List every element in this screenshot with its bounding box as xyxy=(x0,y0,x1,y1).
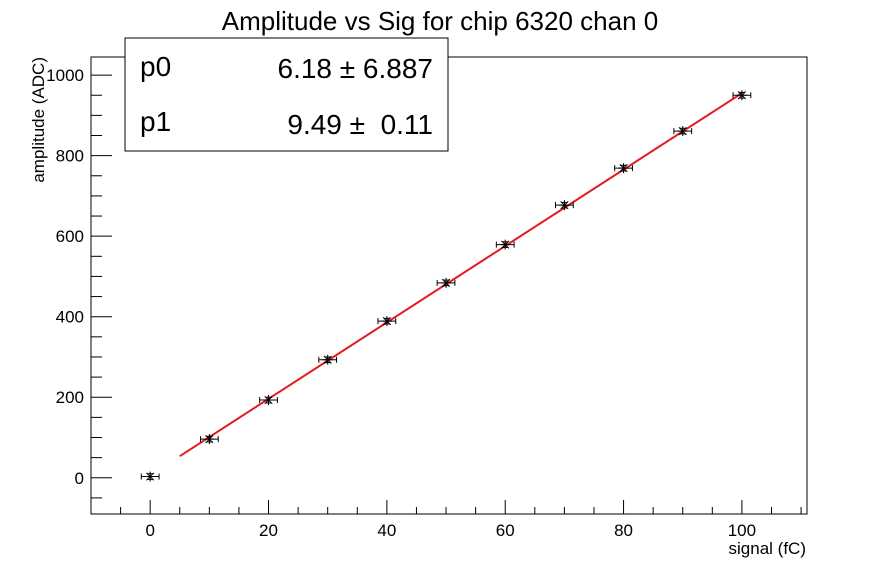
chart-title: Amplitude vs Sig for chip 6320 chan 0 xyxy=(222,6,658,36)
y-axis-tick-labels: 0 200 400 600 800 1000 xyxy=(46,66,84,488)
x-axis-tick-labels: 0 20 40 60 80 100 xyxy=(145,521,756,540)
x-tick-label: 0 xyxy=(145,521,154,540)
data-point xyxy=(140,471,160,482)
data-point xyxy=(377,316,397,327)
x-axis-title: signal (fC) xyxy=(729,539,806,558)
fit-stats-box: p0 6.18 ± 6.887 p1 9.49 ± 0.11 xyxy=(124,37,449,152)
data-point xyxy=(259,395,278,406)
stats-box-frame xyxy=(124,37,449,152)
data-point xyxy=(436,277,456,288)
y-tick-label: 800 xyxy=(56,147,84,166)
stat-p1-name: p1 xyxy=(140,106,171,137)
y-tick-label: 400 xyxy=(56,308,84,327)
data-point xyxy=(199,434,219,445)
fit-line-layer xyxy=(179,92,743,458)
x-axis-ticks xyxy=(90,500,802,514)
y-tick-label: 1000 xyxy=(46,66,84,85)
x-tick-label: 100 xyxy=(728,521,756,540)
data-point xyxy=(555,200,574,211)
data-point xyxy=(732,90,752,101)
fit-line xyxy=(179,92,743,458)
data-point xyxy=(495,239,515,250)
data-point xyxy=(318,354,338,365)
y-tick-label: 0 xyxy=(75,469,84,488)
stat-p0-name: p0 xyxy=(140,51,171,82)
x-tick-label: 60 xyxy=(496,521,515,540)
plot-frame xyxy=(90,56,808,515)
x-tick-label: 40 xyxy=(377,521,396,540)
y-axis-title: amplitude (ADC) xyxy=(29,57,48,183)
y-axis-ticks xyxy=(91,74,112,499)
data-points-layer xyxy=(140,90,752,482)
data-point xyxy=(673,126,693,137)
stat-p1-value: 9.49 ± 0.11 xyxy=(287,109,433,140)
x-tick-label: 20 xyxy=(259,521,278,540)
x-tick-label: 80 xyxy=(614,521,633,540)
y-tick-label: 200 xyxy=(56,388,84,407)
data-point xyxy=(614,163,633,174)
y-tick-label: 600 xyxy=(56,227,84,246)
stat-p0-value: 6.18 ± 6.887 xyxy=(278,53,434,84)
